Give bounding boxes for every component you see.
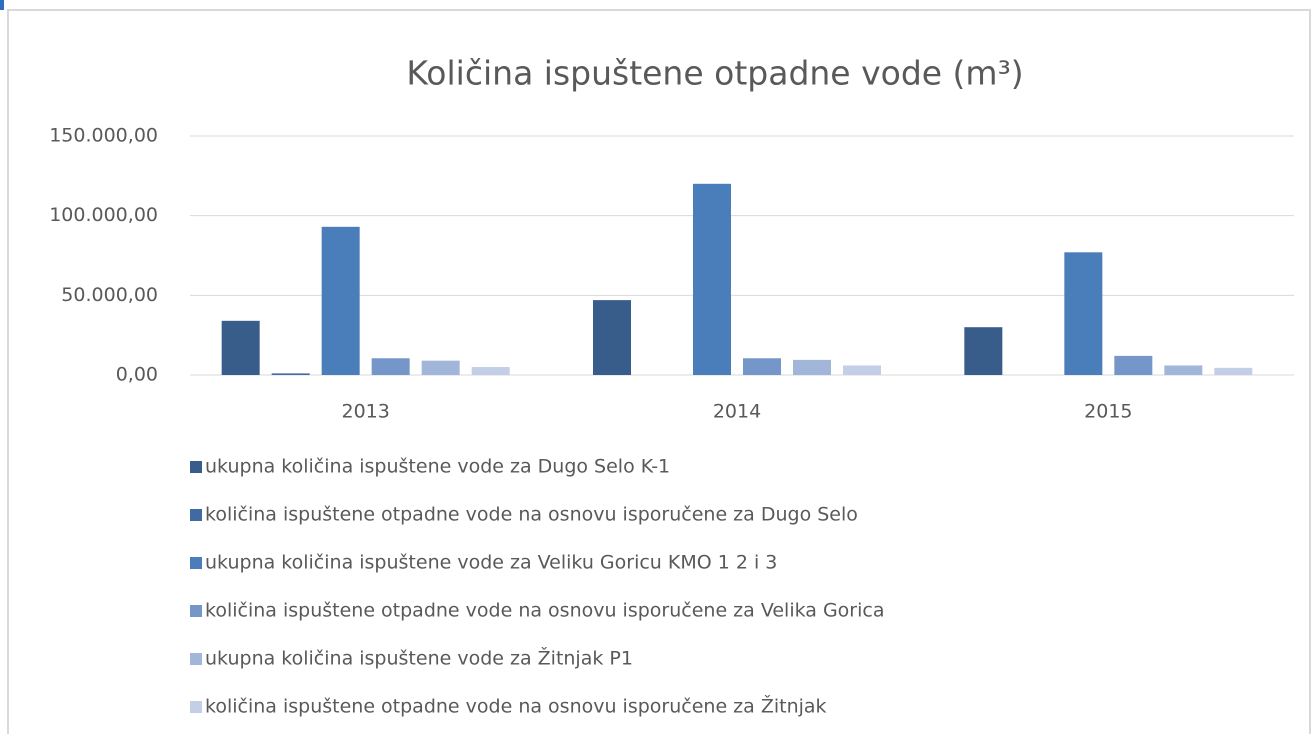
bar (743, 358, 781, 375)
corner-mark (0, 0, 4, 10)
legend-label: količina ispuštene otpadne vode na osnov… (205, 695, 827, 718)
bar (1114, 355, 1153, 375)
bar (593, 300, 631, 375)
x-tick-label: 2013 (341, 401, 389, 423)
bar (1164, 365, 1203, 375)
bar (421, 360, 460, 375)
bar (1064, 252, 1103, 375)
legend-label: ukupna količina ispuštene vode za Žitnja… (205, 647, 633, 670)
chart-title: Količina ispuštene otpadne vode (m³) (406, 54, 1023, 93)
y-tick-label: 150.000,00 (49, 125, 158, 147)
legend-swatch (190, 653, 202, 665)
bar (271, 373, 310, 375)
bar (693, 183, 731, 375)
legend-swatch (190, 701, 202, 713)
bar (221, 320, 260, 375)
legend-swatch (190, 461, 202, 473)
legend-swatch (190, 557, 202, 569)
bar (1214, 367, 1253, 375)
bar (471, 367, 510, 375)
legend-label: ukupna količina ispuštene vode za Veliku… (205, 552, 777, 574)
bar (793, 359, 831, 375)
bar (321, 226, 360, 375)
x-tick-label: 2015 (1084, 401, 1132, 423)
y-tick-label: 50.000,00 (61, 284, 158, 306)
x-tick-label: 2014 (713, 401, 761, 423)
legend-label: količina ispuštene otpadne vode na osnov… (205, 600, 884, 622)
bar (964, 327, 1003, 375)
legend-swatch (190, 509, 202, 521)
legend-label: količina ispuštene otpadne vode na osnov… (205, 504, 858, 526)
legend-swatch (190, 605, 202, 617)
bar (843, 365, 881, 375)
y-tick-label: 100.000,00 (49, 204, 158, 226)
bar (371, 358, 410, 375)
y-tick-label: 0,00 (116, 364, 158, 386)
legend-label: ukupna količina ispuštene vode za Dugo S… (205, 456, 670, 478)
